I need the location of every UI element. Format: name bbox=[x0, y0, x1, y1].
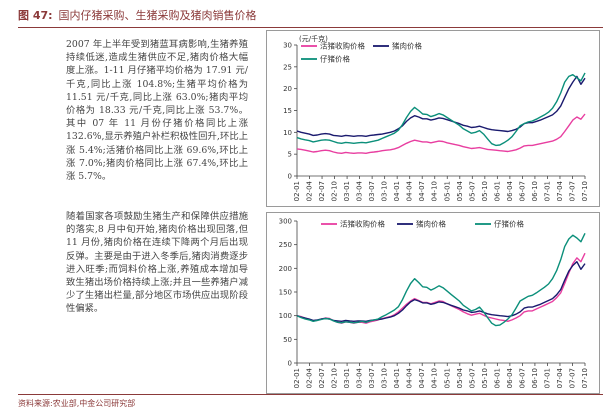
figure-title: 图 47: 国内仔猪采购、生猪采购及猪肉销售价格 bbox=[18, 6, 603, 26]
x-tick-label: 05-10 bbox=[481, 181, 489, 201]
y-tick-label: 0 bbox=[288, 173, 292, 181]
x-tick-label: 06-04 bbox=[506, 180, 514, 201]
legend-label-pork: 猪肉价格 bbox=[392, 41, 422, 51]
y-tick-label: 30 bbox=[283, 42, 292, 50]
y-tick-label: 10 bbox=[283, 129, 292, 137]
chart-price-index-svg: 0 50 100 150 200 250 300 02-01 02-04 02-07 02-10 03… bbox=[279, 218, 589, 389]
chart-price-levels-svg: 0 5 10 15 20 25 30 02-01 02-04 02-07 02-10 03-01 03-… bbox=[283, 34, 589, 201]
paragraph-1: 2007 年上半年受到猪蓝耳病影响,生猪养殖持续低迷,造成生猪供应不足,猪肉价格… bbox=[66, 39, 248, 183]
x-tick-label: 06-01 bbox=[493, 181, 501, 201]
x-tick-label: 07-01 bbox=[543, 368, 551, 388]
x-tick-label: 02-10 bbox=[331, 181, 339, 201]
x-tick-label: 05-07 bbox=[468, 181, 476, 201]
y-tick-label: 50 bbox=[283, 336, 292, 344]
y-tick-label: 150 bbox=[279, 289, 292, 297]
x-tick-label: 06-04 bbox=[506, 367, 514, 388]
y-tick-label: 100 bbox=[279, 312, 292, 320]
x-tick-label: 04-10 bbox=[431, 368, 439, 388]
x-tick-label: 02-01 bbox=[293, 368, 301, 388]
x-tick-label: 04-04 bbox=[406, 180, 414, 201]
x-tick-label: 03-07 bbox=[368, 368, 376, 388]
x-tick-label: 03-10 bbox=[381, 368, 389, 388]
bottom-divider bbox=[18, 394, 603, 395]
series-line-piglet bbox=[296, 232, 586, 327]
y-tick-label: 20 bbox=[283, 85, 292, 93]
x-tick-label: 05-04 bbox=[456, 367, 464, 388]
x-tick-label: 07-01 bbox=[543, 181, 551, 201]
legend-label-piglet: 仔猪价格 bbox=[320, 54, 350, 64]
x-tick-label: 04-04 bbox=[406, 367, 414, 388]
x-tick-label: 05-07 bbox=[468, 368, 476, 388]
x-tick-label: 07-10 bbox=[581, 368, 589, 388]
x-tick-label: 07-07 bbox=[568, 368, 576, 388]
series-line-live_pig bbox=[296, 113, 586, 154]
x-tick-label: 06-10 bbox=[531, 368, 539, 388]
y-tick-label: 0 bbox=[288, 360, 292, 368]
x-tick-label: 04-10 bbox=[431, 181, 439, 201]
figure-label: 图 47: bbox=[18, 9, 53, 22]
x-tick-label: 02-10 bbox=[331, 368, 339, 388]
x-tick-label: 03-10 bbox=[381, 181, 389, 201]
x-tick-label: 07-10 bbox=[581, 181, 589, 201]
x-tick-label: 06-10 bbox=[531, 181, 539, 201]
x-tick-label: 06-01 bbox=[493, 368, 501, 388]
x-tick-label: 03-01 bbox=[343, 368, 351, 388]
x-tick-label: 02-01 bbox=[293, 181, 301, 201]
x-tick-label: 05-01 bbox=[443, 181, 451, 201]
x-tick-label: 06-07 bbox=[518, 368, 526, 388]
paragraph-2: 随着国家各项鼓励生猪生产和保障供应措施的落实,8 月中旬开始,猪肉价格出现回落,… bbox=[66, 211, 248, 315]
x-tick-label: 03-04 bbox=[356, 180, 364, 201]
x-tick-label: 04-07 bbox=[418, 181, 426, 201]
y-unit-label: (元/千克) bbox=[299, 34, 328, 43]
x-tick-label: 04-07 bbox=[418, 368, 426, 388]
title-divider bbox=[18, 27, 603, 28]
legend-label-live_pig: 活猪收购价格 bbox=[320, 41, 365, 51]
x-tick-label: 02-04 bbox=[306, 367, 314, 388]
x-tick-label: 05-10 bbox=[481, 368, 489, 388]
y-tick-label: 5 bbox=[288, 151, 292, 159]
legend-label-pork: 猪肉价格 bbox=[416, 219, 446, 229]
series-line-piglet bbox=[296, 72, 586, 147]
x-tick-label: 07-04 bbox=[556, 367, 564, 388]
x-tick-label: 05-04 bbox=[456, 180, 464, 201]
x-tick-label: 04-01 bbox=[393, 368, 401, 388]
source-note: 资料来源:农业部,中金公司研究部 bbox=[18, 399, 136, 408]
x-tick-label: 02-07 bbox=[318, 181, 326, 201]
x-tick-label: 02-04 bbox=[306, 180, 314, 201]
x-tick-label: 05-01 bbox=[443, 368, 451, 388]
x-tick-label: 02-07 bbox=[318, 368, 326, 388]
series-line-live_pig bbox=[296, 252, 586, 324]
y-tick-label: 250 bbox=[279, 241, 292, 249]
y-tick-label: 25 bbox=[283, 63, 292, 71]
series-line-pork bbox=[296, 261, 586, 322]
legend-label-piglet: 仔猪价格 bbox=[494, 219, 524, 229]
figure-title-text: 国内仔猪采购、生猪采购及猪肉销售价格 bbox=[58, 9, 257, 22]
y-tick-label: 300 bbox=[279, 218, 292, 226]
y-tick-label: 15 bbox=[283, 107, 292, 115]
legend-label-live_pig: 活猪收购价格 bbox=[340, 219, 385, 229]
x-tick-label: 03-01 bbox=[343, 181, 351, 201]
x-tick-label: 04-01 bbox=[393, 181, 401, 201]
chart-price-index: 0 50 100 150 200 250 300 02-01 02-04 02-07 02-10 03… bbox=[266, 212, 600, 394]
y-tick-label: 200 bbox=[279, 265, 292, 273]
series-line-pork bbox=[296, 75, 586, 137]
x-tick-label: 06-07 bbox=[518, 181, 526, 201]
x-tick-label: 07-04 bbox=[556, 180, 564, 201]
x-tick-label: 03-07 bbox=[368, 181, 376, 201]
chart-price-levels: 0 5 10 15 20 25 30 02-01 02-04 02-07 02-10 03-01 03-… bbox=[266, 30, 600, 207]
x-tick-label: 03-04 bbox=[356, 367, 364, 388]
x-tick-label: 07-07 bbox=[568, 181, 576, 201]
